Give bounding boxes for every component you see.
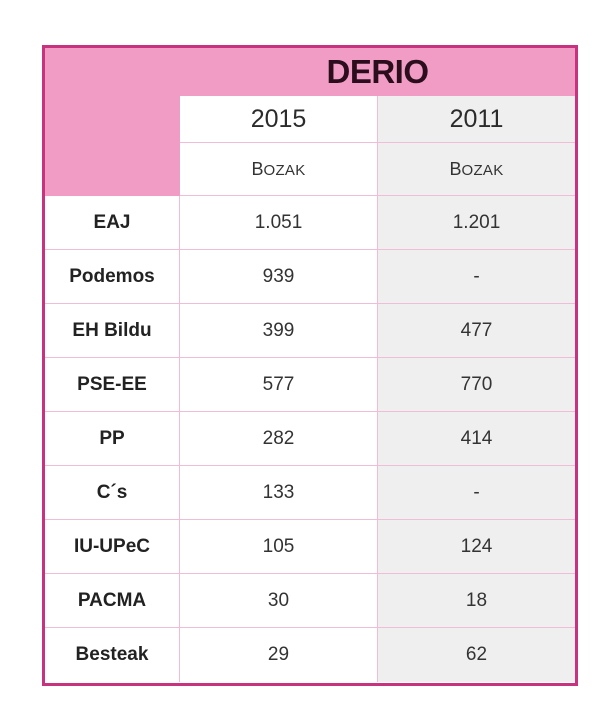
votes-2015: 30 [180,574,378,628]
party-name: PSE-EE [45,358,180,412]
votes-2011: 477 [378,304,575,358]
subheader-2011: BOZAK [378,143,575,196]
party-name: EAJ [45,196,180,250]
subheader-2015-label: BOZAK [251,158,306,179]
votes-2011: 770 [378,358,575,412]
votes-2011: 62 [378,628,575,682]
votes-2011: 1.201 [378,196,575,250]
votes-2015: 939 [180,250,378,304]
votes-2015: 399 [180,304,378,358]
results-grid: DERIO 2015 2011 BOZAK BOZAK EAJ 1.051 1.20… [45,48,575,683]
votes-2011: 124 [378,520,575,574]
votes-2015: 1.051 [180,196,378,250]
year-header-2011: 2011 [378,96,575,143]
party-name: PP [45,412,180,466]
party-name: PACMA [45,574,180,628]
party-name: EH Bildu [45,304,180,358]
party-name: C´s [45,466,180,520]
subheader-2015: BOZAK [180,143,378,196]
votes-2011: 414 [378,412,575,466]
votes-2015: 29 [180,628,378,682]
votes-2015: 282 [180,412,378,466]
table-title: DERIO [180,48,575,96]
party-name: Besteak [45,628,180,682]
subheader-2011-label: BOZAK [449,158,504,179]
header-corner [45,48,180,196]
votes-2011: 18 [378,574,575,628]
results-table: DERIO 2015 2011 BOZAK BOZAK EAJ 1.051 1.20… [42,45,578,686]
votes-2015: 577 [180,358,378,412]
year-header-2015: 2015 [180,96,378,143]
votes-2011: - [378,466,575,520]
votes-2011: - [378,250,575,304]
votes-2015: 105 [180,520,378,574]
party-name: Podemos [45,250,180,304]
votes-2015: 133 [180,466,378,520]
party-name: IU-UPeC [45,520,180,574]
